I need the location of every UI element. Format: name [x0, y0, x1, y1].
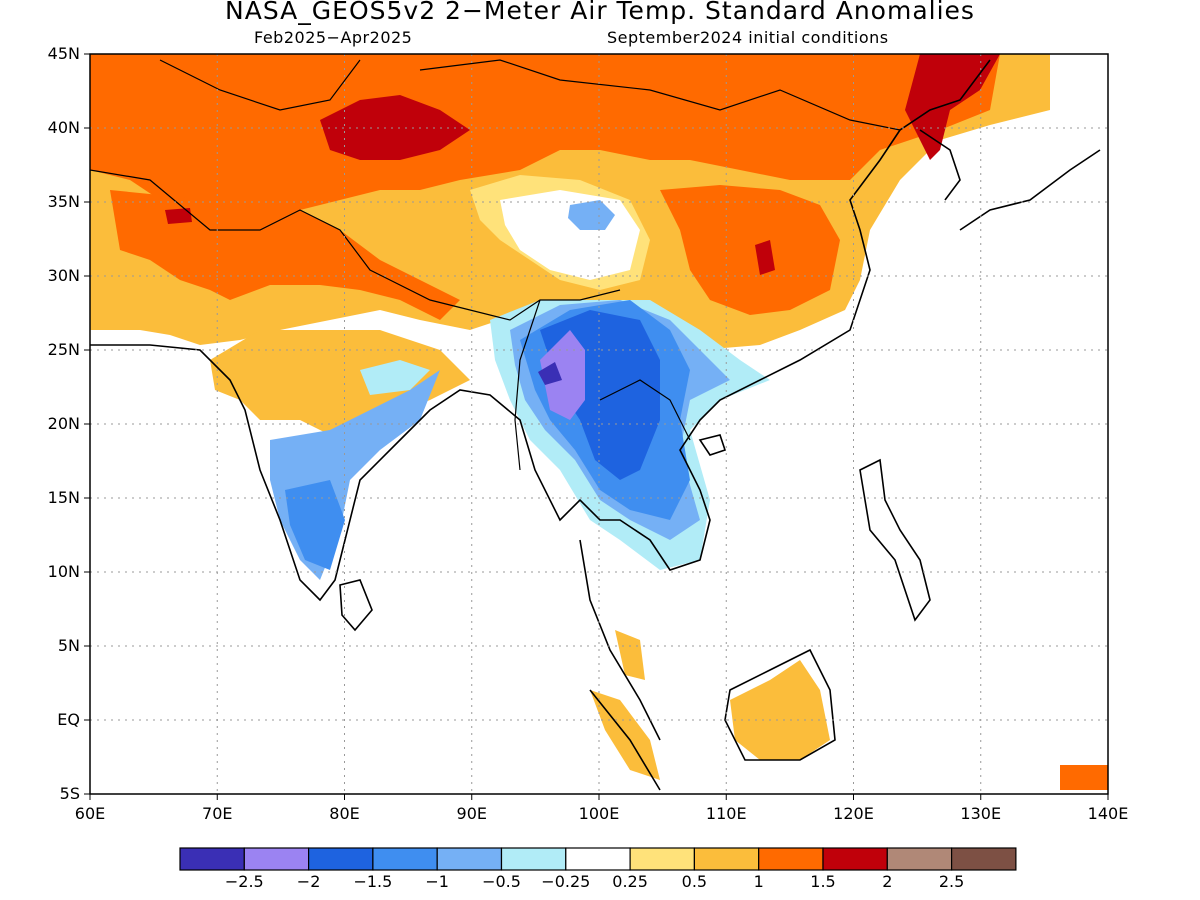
colorbar-label: −1 — [425, 872, 449, 891]
colorbar-swatch — [436, 847, 503, 871]
borders — [90, 59, 901, 471]
anomaly-region-orange-north — [90, 54, 1000, 230]
colorbar-swatch — [500, 847, 567, 871]
colorbar-swatch — [693, 847, 760, 871]
lon-tick-label: 110E — [705, 804, 747, 823]
anomaly-region-myanmar-indigo — [538, 362, 562, 385]
lat-tick-label: EQ — [57, 710, 80, 729]
colorbar-label: 2.5 — [938, 872, 965, 891]
grid-lines — [90, 54, 1108, 794]
lat-tick-label: 20N — [47, 414, 80, 433]
anomaly-region-orange-china — [660, 185, 840, 315]
lat-tick-label: 30N — [47, 266, 80, 285]
colorbar-label: −2.5 — [224, 872, 264, 891]
colorbar-swatch — [758, 847, 824, 871]
colorbar-swatch — [565, 847, 631, 871]
colorbar-swatch — [822, 847, 888, 871]
lat-tick-label: 45N — [47, 44, 80, 63]
colorbar-swatch — [886, 847, 953, 871]
coastlines — [90, 59, 1101, 791]
lon-tick-label: 70E — [202, 804, 233, 823]
colorbar-swatch — [179, 847, 245, 871]
anomaly-region-myanmar-purple — [540, 330, 585, 420]
lat-tick-label: 10N — [47, 562, 80, 581]
lon-tick-label: 100E — [578, 804, 620, 823]
colorbar-label: 1 — [753, 872, 764, 891]
colorbar-label: −2 — [296, 872, 321, 891]
lat-tick-label: 25N — [47, 340, 80, 359]
colorbar-swatch — [243, 847, 310, 871]
colorbar-swatch — [372, 847, 438, 871]
lat-tick-label: 35N — [47, 192, 80, 211]
anomaly-region-orange-tibet — [110, 190, 460, 320]
lon-tick-label: 140E — [1087, 804, 1129, 823]
anomaly-region-red-mongolia — [320, 95, 470, 160]
anomaly-region-india-warm — [210, 330, 470, 440]
anomaly-region-borneo — [730, 660, 830, 760]
colorbar-label: −0.25 — [541, 872, 591, 891]
anomaly-region-india-deepblue — [285, 480, 345, 570]
anomaly-region-red-pakistan — [165, 208, 192, 224]
anomaly-region-red-china — [755, 240, 775, 275]
colorbar-label: 1.5 — [810, 872, 836, 891]
chart-title: NASA_GEOS5v2 2−Meter Air Temp. Standard … — [225, 0, 975, 25]
lat-tick-label: 15N — [47, 488, 80, 507]
colorbar-label: 0.25 — [612, 872, 648, 891]
anomaly-region-india-cyan — [360, 360, 430, 395]
lat-tick-label: 40N — [47, 118, 80, 137]
colorbar-label: 0.5 — [681, 872, 708, 891]
anomaly-region-red-korea — [905, 54, 1000, 160]
lon-tick-label: 60E — [74, 804, 106, 823]
colorbar-swatch — [629, 847, 695, 871]
colorbar-label: −0.5 — [482, 872, 521, 891]
lon-tick-label: 130E — [960, 804, 1002, 823]
axis-ticks — [84, 53, 1109, 800]
initial-conditions: September2024 initial conditions — [607, 28, 889, 47]
lon-tick-label: 80E — [329, 804, 360, 823]
colorbar-swatch — [950, 847, 1017, 871]
lat-tick-label: 5N — [57, 636, 80, 655]
lat-tick-label: 5S — [59, 784, 80, 803]
colorbar — [179, 847, 1017, 871]
colorbar-swatch — [308, 847, 374, 871]
lon-tick-label: 90E — [456, 804, 487, 823]
colorbar-label: −1.5 — [353, 872, 393, 891]
forecast-period: Feb2025−Apr2025 — [254, 28, 413, 47]
lon-tick-label: 120E — [833, 804, 874, 823]
colorbar-label: 2 — [882, 872, 893, 891]
anomaly-region-lightblue-tibet — [568, 200, 615, 230]
anomaly-region-malaya — [615, 630, 645, 680]
anomaly-region-newguinea — [1060, 765, 1108, 790]
